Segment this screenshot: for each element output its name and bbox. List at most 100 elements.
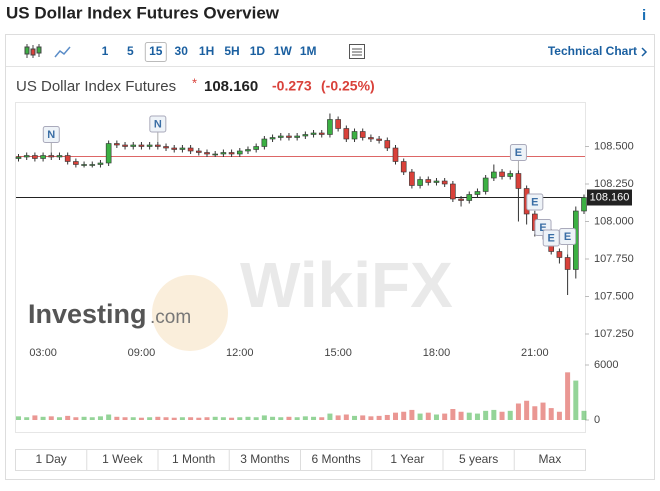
page-title: US Dollar Index Futures Overview	[6, 3, 280, 22]
candle-body	[482, 177, 489, 192]
event-box[interactable]	[509, 144, 527, 161]
event-box[interactable]	[526, 193, 544, 211]
candle-body	[130, 144, 137, 147]
candle-body	[507, 173, 514, 177]
volume-bar	[360, 415, 366, 420]
candle-icon[interactable]	[24, 44, 42, 58]
interval-button[interactable]: 5	[127, 44, 134, 58]
technical-chart-link[interactable]: Technical Chart	[548, 44, 637, 58]
volume-tick-label: 0	[594, 414, 600, 426]
interval-button[interactable]: 1D	[250, 44, 266, 58]
volume-bar	[130, 417, 136, 420]
interval-button[interactable]: 1	[102, 44, 109, 58]
volume-bar	[327, 413, 333, 420]
range-button[interactable]: 3 Months	[240, 452, 289, 466]
volume-bar	[384, 414, 390, 420]
volume-bar	[540, 402, 546, 420]
volume-bar	[466, 412, 472, 420]
wikifx-watermark: WikiFX	[240, 249, 453, 321]
interval-button[interactable]: 15	[149, 44, 163, 58]
x-tick-label: 12:00	[226, 347, 254, 359]
candle-body	[286, 135, 292, 138]
quote-name: US Dollar Index Futures	[16, 78, 176, 95]
range-button[interactable]: 6 Months	[311, 452, 360, 466]
interval-button[interactable]: 1W	[274, 44, 293, 58]
candle-body	[499, 171, 505, 177]
candle-body	[179, 147, 186, 150]
candle-body	[23, 155, 30, 158]
event-box[interactable]	[149, 115, 167, 133]
volume-bar	[179, 417, 185, 420]
candle-body	[277, 135, 284, 138]
volume-bar	[229, 417, 235, 420]
volume-bar	[122, 417, 128, 420]
volume-bar	[581, 410, 587, 420]
candle-body	[261, 138, 268, 147]
interval-button[interactable]: 1M	[300, 44, 317, 58]
candle-body	[450, 183, 456, 200]
quote-marker: *	[192, 75, 197, 90]
quote-change-pct: (-0.25%)	[321, 78, 375, 94]
volume-bar	[220, 417, 226, 420]
x-tick-label: 15:00	[324, 347, 352, 359]
candle-body	[97, 162, 104, 165]
interval-button[interactable]: 5H	[224, 44, 239, 58]
volume-bar	[433, 414, 439, 420]
event-label[interactable]: E	[531, 196, 538, 208]
line-icon[interactable]	[54, 46, 71, 58]
candle-body	[335, 119, 341, 129]
volume-bar	[245, 416, 251, 420]
volume-bar	[442, 413, 448, 420]
event-label[interactable]: E	[548, 232, 555, 244]
volume-bar	[515, 403, 521, 420]
volume-bar	[376, 415, 382, 420]
interval-button[interactable]: 30	[175, 44, 189, 58]
candle-body	[212, 153, 218, 156]
range-button[interactable]: Max	[539, 452, 562, 466]
candle-body	[425, 179, 432, 183]
range-button[interactable]: 5 years	[459, 452, 498, 466]
candle-body	[163, 146, 169, 149]
volume-bar	[147, 417, 153, 420]
volume-bar	[532, 406, 538, 420]
volume-bar	[278, 417, 284, 420]
candle-body	[327, 119, 333, 135]
volume-bar	[237, 417, 243, 420]
volume-bar	[499, 411, 505, 420]
event-label[interactable]: E	[564, 231, 571, 243]
event-label[interactable]: N	[154, 118, 162, 130]
volume-bar	[73, 417, 79, 420]
event-label[interactable]: E	[515, 147, 522, 159]
candle-body	[318, 132, 325, 135]
x-tick-label: 18:00	[423, 347, 451, 359]
panel	[5, 34, 655, 480]
volume-bar	[81, 416, 87, 420]
candle-body	[417, 179, 423, 186]
volume-bar	[212, 416, 218, 420]
range-button[interactable]: 1 Week	[102, 452, 143, 466]
investing-suffix: .com	[150, 307, 191, 328]
plot-frame	[15, 102, 586, 433]
volume-bar	[483, 410, 489, 420]
volume-bar	[417, 413, 423, 420]
table-icon[interactable]	[349, 44, 365, 59]
candle-body	[384, 140, 391, 149]
range-button[interactable]: 1 Day	[35, 452, 66, 466]
range-button[interactable]: 1 Year	[390, 452, 424, 466]
event-box[interactable]	[559, 228, 577, 245]
candle-body	[343, 128, 350, 140]
volume-bar	[524, 400, 530, 420]
volume-bar	[474, 413, 480, 420]
candle-body	[187, 147, 194, 152]
candle-body	[458, 198, 464, 201]
volume-bar	[335, 415, 341, 420]
event-box[interactable]	[42, 126, 60, 143]
interval-button[interactable]: 1H	[199, 44, 214, 58]
event-label[interactable]: E	[539, 222, 546, 234]
range-button[interactable]: 1 Month	[172, 452, 215, 466]
candle-body	[253, 146, 259, 150]
event-label[interactable]: N	[47, 129, 55, 141]
candle-body	[466, 194, 473, 201]
candle-body	[245, 149, 251, 152]
info-icon[interactable]: i	[642, 7, 646, 24]
